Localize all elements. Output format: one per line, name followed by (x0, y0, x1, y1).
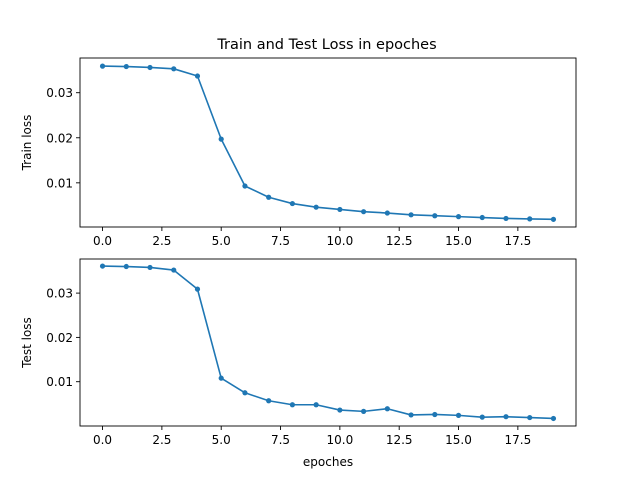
test-loss-panel: Test loss epoches 0.0 2.5 5.0 7.5 10.0 12.5 15… (20, 258, 577, 469)
train-x-tick-label: 10.0 (327, 234, 354, 248)
test-loss-point (550, 415, 557, 422)
train-loss-point (550, 216, 557, 222)
test-loss-point (289, 402, 296, 408)
test-loss-point (408, 412, 414, 418)
train-loss-point (242, 183, 248, 189)
test-x-tick-label: 5.0 (212, 433, 231, 447)
train-loss-point (194, 73, 201, 79)
test-y-tick-label: 0.02 (46, 331, 73, 345)
test-loss-point (171, 267, 177, 273)
test-loss-point (455, 412, 462, 418)
train-loss-point (123, 63, 129, 70)
test-x-tick-label: 10.0 (327, 433, 354, 447)
train-x-tick-label: 15.0 (445, 234, 472, 248)
train-loss-point (455, 214, 462, 220)
train-loss-panel: Train loss 0.0 2.5 5.0 7.5 10.0 12.5 15.0 17.5 0… (20, 57, 577, 248)
test-x-axis-label: epoches (303, 455, 353, 469)
test-loss-line (102, 265, 554, 420)
test-loss-point (266, 398, 272, 404)
test-x-tick-label: 15.0 (445, 433, 472, 447)
train-x-tick-label: 7.5 (271, 234, 290, 248)
test-loss-point (218, 375, 224, 381)
test-loss-point (527, 414, 533, 421)
train-x-tick-label: 5.0 (212, 234, 231, 248)
train-loss-point (503, 215, 509, 222)
test-loss-point (360, 408, 367, 414)
train-loss-point (147, 64, 153, 71)
train-y-tick-label: 0.01 (46, 176, 73, 190)
train-axes-frame (79, 57, 577, 228)
test-axes-frame (79, 258, 577, 427)
test-x-tick-label: 17.5 (504, 433, 531, 447)
train-loss-point (266, 194, 272, 200)
train-x-tick-label: 2.5 (152, 234, 171, 248)
test-y-tick-label: 0.03 (46, 287, 73, 301)
train-loss-point (408, 212, 414, 218)
chart-title: Train and Test Loss in epoches (216, 37, 436, 53)
test-x-tick-label: 2.5 (152, 433, 171, 447)
test-x-tick-label: 0.0 (93, 433, 112, 447)
train-y-axis-label: Train loss (20, 115, 34, 172)
train-loss-point (289, 200, 296, 207)
train-x-tick-label: 17.5 (504, 234, 531, 248)
test-loss-point (432, 411, 438, 418)
train-loss-point (360, 209, 367, 215)
train-loss-point (171, 66, 177, 72)
test-x-tick-label: 7.5 (271, 433, 290, 447)
test-loss-point (479, 414, 485, 420)
test-loss-point (337, 407, 343, 413)
train-loss-point (218, 136, 224, 142)
test-loss-point (313, 402, 319, 408)
test-y-axis-label: Test loss (20, 317, 34, 369)
test-loss-point (123, 263, 129, 270)
test-x-tick-label: 12.5 (386, 433, 413, 447)
test-loss-point (384, 406, 390, 412)
test-loss-point (99, 263, 106, 269)
train-loss-point (479, 214, 485, 221)
train-loss-point (337, 206, 343, 213)
train-loss-point (527, 216, 533, 222)
test-loss-point (147, 264, 153, 271)
train-x-tick-label: 0.0 (93, 234, 112, 248)
train-loss-line (102, 65, 554, 221)
train-y-tick-label: 0.02 (46, 131, 73, 145)
train-y-tick-label: 0.03 (46, 86, 73, 100)
train-loss-point (432, 213, 438, 219)
train-loss-point (99, 63, 106, 69)
train-x-tick-label: 12.5 (386, 234, 413, 248)
test-loss-point (194, 286, 201, 292)
test-y-tick-label: 0.01 (46, 375, 73, 389)
test-loss-point (503, 414, 509, 420)
train-loss-point (384, 210, 390, 216)
train-loss-point (313, 204, 319, 210)
test-loss-point (242, 390, 248, 396)
